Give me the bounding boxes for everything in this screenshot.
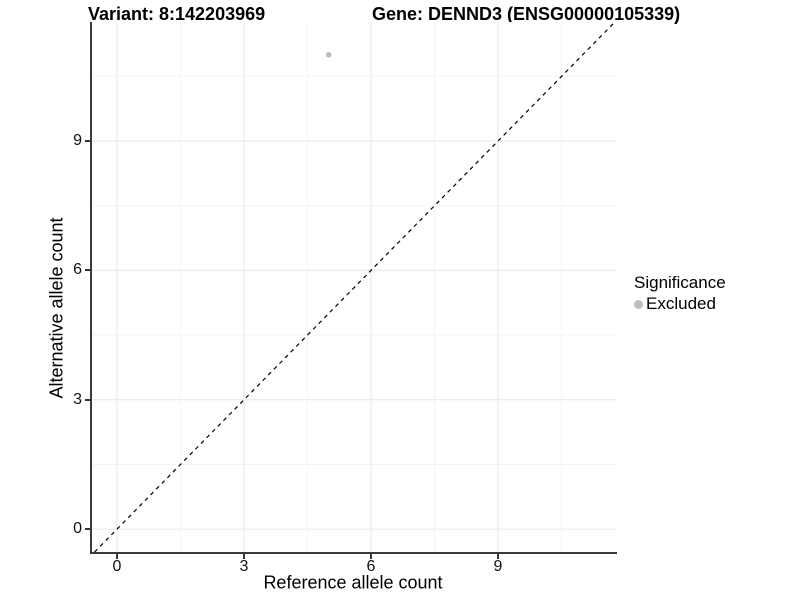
legend-item-excluded: Excluded [634, 294, 726, 314]
legend-item-label: Excluded [646, 294, 716, 313]
y-tick-mark [85, 528, 90, 530]
point-marker-icon [634, 299, 643, 309]
y-tick-label: 3 [73, 391, 82, 408]
plot-canvas [92, 22, 617, 552]
data-point [325, 51, 332, 58]
x-tick-label: 9 [493, 558, 503, 575]
legend: Significance Excluded [634, 272, 726, 314]
plot-title-variant: Variant: 8:142203969 [88, 4, 266, 24]
y-tick-label: 0 [73, 520, 82, 537]
x-tick-mark [243, 554, 245, 559]
x-tick-label: 3 [239, 558, 249, 575]
legend-title: Significance [634, 273, 726, 292]
x-axis-label: Reference allele count [263, 572, 443, 593]
x-tick-mark [497, 554, 499, 559]
y-axis-label: Alternative allele count [46, 217, 67, 399]
y-tick-label: 6 [73, 261, 82, 278]
y-tick-mark [85, 399, 90, 401]
plot-title-gene: Gene: DENND3 (ENSG00000105339) [372, 4, 681, 24]
x-tick-label: 6 [366, 558, 376, 575]
x-tick-mark [116, 554, 118, 559]
plot-panel [90, 22, 617, 554]
x-tick-label: 0 [112, 558, 122, 575]
x-tick-mark [370, 554, 372, 559]
y-tick-mark [85, 269, 90, 271]
y-tick-mark [85, 140, 90, 142]
y-tick-label: 9 [73, 132, 82, 149]
